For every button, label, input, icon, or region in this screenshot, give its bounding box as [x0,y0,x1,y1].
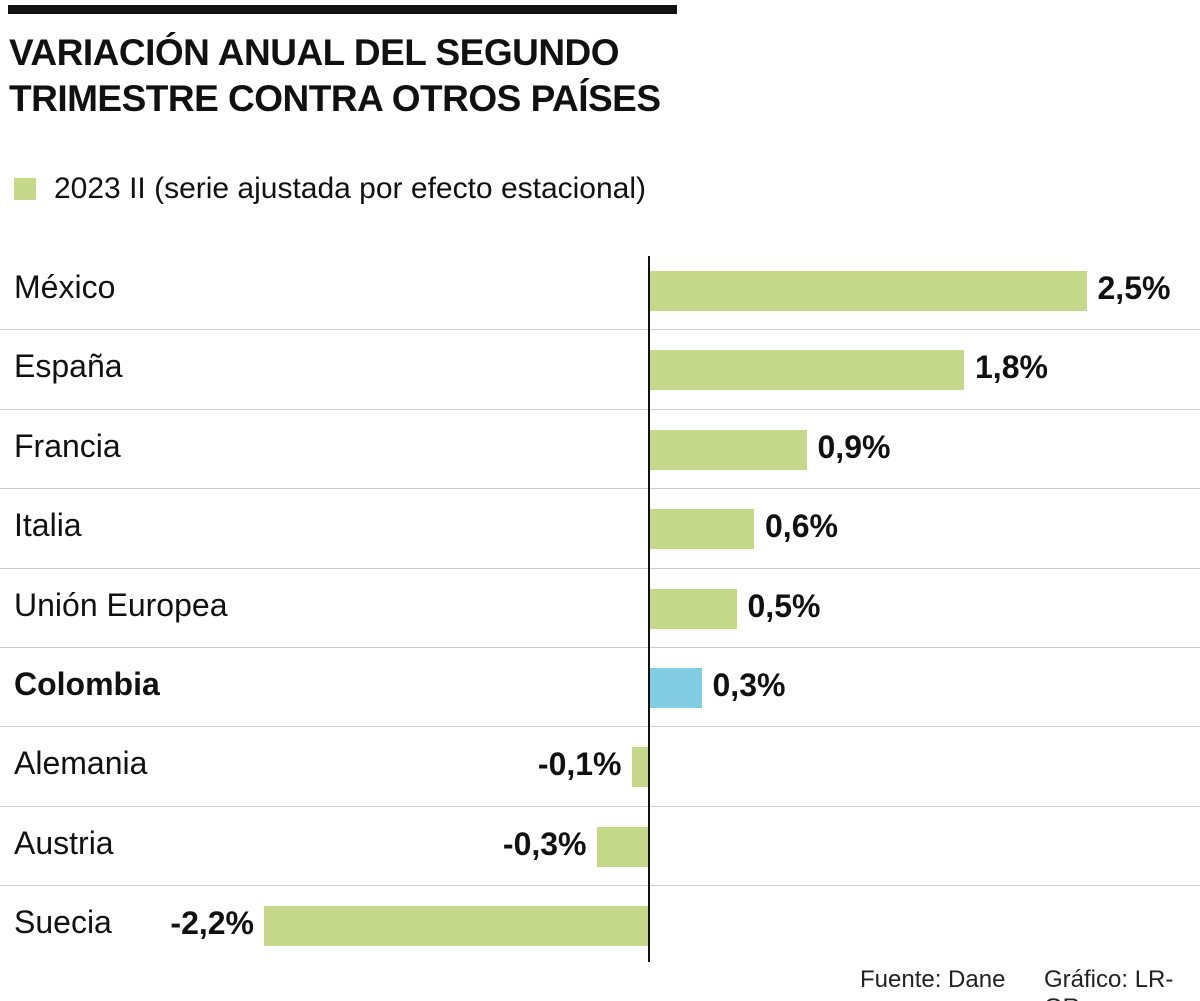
title-line-1: VARIACIÓN ANUAL DEL SEGUNDO [9,32,620,73]
data-label: -0,1% [537,746,622,782]
row-divider [0,885,1200,886]
bar-méxico [649,271,1087,311]
category-label: Suecia [14,904,112,940]
bar-españa [649,350,964,390]
title-line-2: TRIMESTRE CONTRA OTROS PAÍSES [9,78,661,119]
category-label: Alemania [14,745,148,781]
row-divider [0,488,1200,489]
data-label: 0,9% [817,429,891,465]
bar-francia [649,430,807,470]
category-label: Unión Europea [14,587,228,623]
chart-title: VARIACIÓN ANUAL DEL SEGUNDO TRIMESTRE CO… [9,30,729,122]
row-divider [0,568,1200,569]
row-divider [0,409,1200,410]
bar-alemania [631,747,649,787]
category-label: Colombia [14,666,160,702]
bar-suecia [264,906,649,946]
legend-swatch [14,178,36,200]
bar-unión-europea [649,589,737,629]
row-divider [0,726,1200,727]
bar-italia [649,509,754,549]
row-divider [0,647,1200,648]
category-label: Italia [14,507,82,543]
legend: 2023 II (serie ajustada por efecto estac… [14,172,646,206]
top-rule [8,5,677,14]
category-label: Austria [14,825,114,861]
category-label: España [14,348,123,384]
data-label: 0,6% [765,508,838,544]
row-divider [0,329,1200,330]
credit-note: Gráfico: LR-GR [1044,966,1174,1001]
bar-austria [596,827,649,867]
category-label: México [14,269,116,305]
data-label: -2,2% [170,905,254,941]
source-note: Fuente: Dane [860,966,1006,993]
legend-label: 2023 II (serie ajustada por efecto estac… [54,172,647,205]
data-label: 1,8% [975,349,1048,385]
row-divider [0,806,1200,807]
data-label: 2,5% [1097,270,1171,306]
data-label: -0,3% [502,826,587,862]
data-label: 0,3% [712,667,786,703]
category-label: Francia [14,428,121,464]
bar-colombia [649,668,702,708]
data-label: 0,5% [747,588,821,624]
zero-axis [648,256,650,962]
